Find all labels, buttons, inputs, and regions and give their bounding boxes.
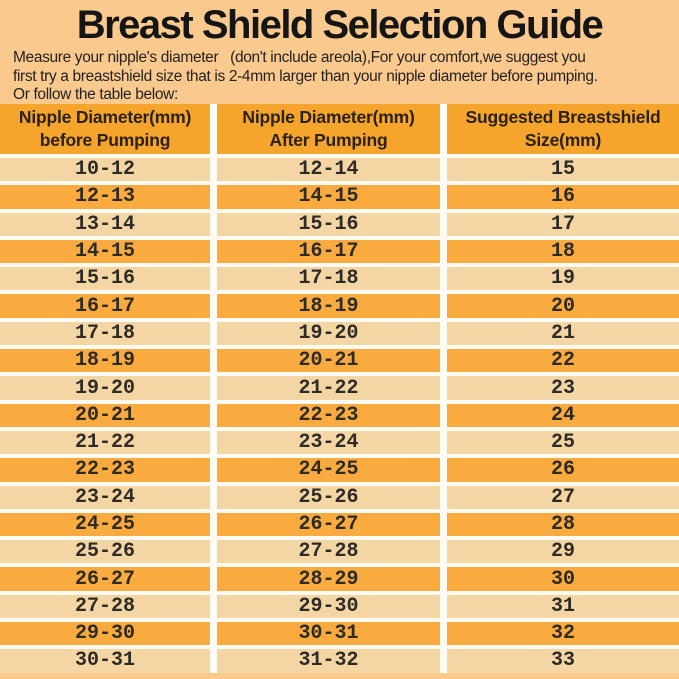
table-cell-suggested-size: 27	[447, 485, 679, 509]
table-cell-after-pumping: 27-28	[217, 540, 440, 564]
table-cell-before-pumping: 29-30	[0, 622, 210, 646]
column-header-text: before Pumping	[39, 130, 171, 150]
table-cell-suggested-size: 31	[447, 594, 679, 619]
table-cell-suggested-size: 22	[447, 349, 679, 373]
table-cell-after-pumping: 21-22	[217, 376, 440, 400]
table-cell-before-pumping: 20-21	[0, 403, 210, 427]
table-cell-after-pumping: 16-17	[217, 239, 440, 264]
table-cell-after-pumping: 14-15	[217, 185, 440, 209]
table-cell-suggested-size: 32	[447, 622, 679, 646]
table-cell-before-pumping: 26-27	[0, 567, 210, 591]
intro-line-3: Or follow the table below:	[13, 86, 178, 104]
table-cell-after-pumping: 26-27	[217, 512, 440, 537]
intro-line-1: Measure your nipple's diameter (don't in…	[13, 49, 586, 66]
column-header-suggested-size: Suggested Breastshield Size(mm)	[447, 104, 679, 154]
table-cell-after-pumping: 24-25	[217, 458, 440, 482]
table-cell-before-pumping: 15-16	[0, 267, 210, 291]
table-cell-suggested-size: 24	[447, 403, 679, 427]
table-cell-suggested-size: 15	[447, 158, 679, 182]
table-cell-after-pumping: 22-23	[217, 403, 440, 427]
table-cell-before-pumping: 24-25	[0, 512, 210, 537]
column-header-text: Size(mm)	[524, 130, 602, 150]
table-cell-after-pumping: 12-14	[217, 158, 440, 182]
table-cell-suggested-size: 23	[447, 376, 679, 400]
table-cell-before-pumping: 16-17	[0, 294, 210, 318]
column-header-text: Nipple Diameter(mm)	[242, 107, 415, 127]
table-cell-before-pumping: 10-12	[0, 158, 210, 182]
column-header-before-pumping: Nipple Diameter(mm) before Pumping	[0, 104, 210, 154]
breast-shield-selection-table: Nipple Diameter(mm) before Pumping Nipple …	[0, 104, 679, 673]
table-cell-after-pumping: 29-30	[217, 594, 440, 619]
table-cell-after-pumping: 23-24	[217, 430, 440, 455]
table-cell-after-pumping: 31-32	[217, 649, 440, 673]
table-cell-before-pumping: 14-15	[0, 239, 210, 264]
table-cell-suggested-size: 19	[447, 267, 679, 291]
table-cell-suggested-size: 26	[447, 458, 679, 482]
table-cell-before-pumping: 12-13	[0, 185, 210, 209]
table-cell-suggested-size: 30	[447, 567, 679, 591]
table-cell-before-pumping: 25-26	[0, 540, 210, 564]
table-cell-suggested-size: 17	[447, 212, 679, 236]
table-cell-after-pumping: 25-26	[217, 485, 440, 509]
table-cell-suggested-size: 16	[447, 185, 679, 209]
table-cell-suggested-size: 21	[447, 321, 679, 346]
page-title: Breast Shield Selection Guide	[76, 3, 604, 47]
table-cell-before-pumping: 30-31	[0, 649, 210, 673]
table-cell-after-pumping: 17-18	[217, 267, 440, 291]
column-header-text: After Pumping	[269, 130, 388, 150]
table-cell-after-pumping: 19-20	[217, 321, 440, 346]
column-header-after-pumping: Nipple Diameter(mm) After Pumping	[217, 104, 440, 154]
table-cell-suggested-size: 25	[447, 430, 679, 455]
table-cell-after-pumping: 18-19	[217, 294, 440, 318]
table-cell-suggested-size: 28	[447, 512, 679, 537]
table-cell-suggested-size: 29	[447, 540, 679, 564]
table-cell-suggested-size: 33	[447, 649, 679, 673]
table-cell-suggested-size: 20	[447, 294, 679, 318]
table-cell-before-pumping: 17-18	[0, 321, 210, 346]
table-cell-after-pumping: 28-29	[217, 567, 440, 591]
intro-paragraph: Measure your nipple's diameter (don't in…	[0, 47, 679, 105]
table-cell-after-pumping: 30-31	[217, 622, 440, 646]
column-header-text: Nipple Diameter(mm)	[18, 107, 192, 127]
table-cell-before-pumping: 13-14	[0, 212, 210, 236]
table-cell-before-pumping: 19-20	[0, 376, 210, 400]
column-header-text: Suggested Breastshield	[465, 107, 661, 127]
table-cell-before-pumping: 23-24	[0, 485, 210, 509]
table-cell-before-pumping: 21-22	[0, 430, 210, 455]
table-cell-after-pumping: 15-16	[217, 212, 440, 236]
intro-line-2: first try a breastshield size that is 2-…	[13, 67, 598, 85]
table-cell-suggested-size: 18	[447, 239, 679, 264]
table-cell-before-pumping: 27-28	[0, 594, 210, 619]
table-cell-before-pumping: 18-19	[0, 349, 210, 373]
table-cell-after-pumping: 20-21	[217, 349, 440, 373]
table-cell-before-pumping: 22-23	[0, 458, 210, 482]
